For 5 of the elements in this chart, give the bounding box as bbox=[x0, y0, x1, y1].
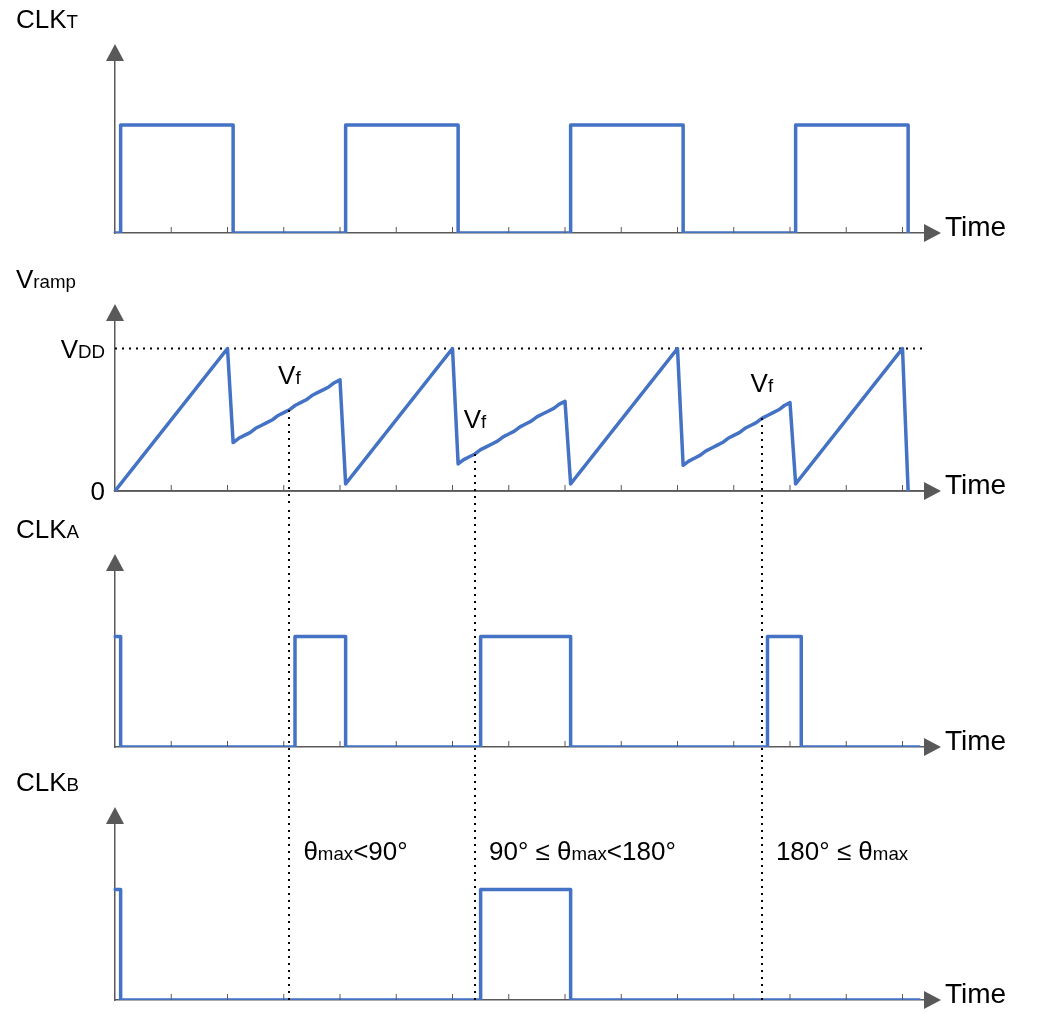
ref-line-label: 0 bbox=[90, 475, 105, 506]
x-axis-title: Time bbox=[945, 469, 1007, 501]
x-axis-title: Time bbox=[945, 725, 1007, 757]
x-axis-title: Time bbox=[945, 978, 1007, 1010]
x-axis-title: Time bbox=[945, 211, 1007, 243]
